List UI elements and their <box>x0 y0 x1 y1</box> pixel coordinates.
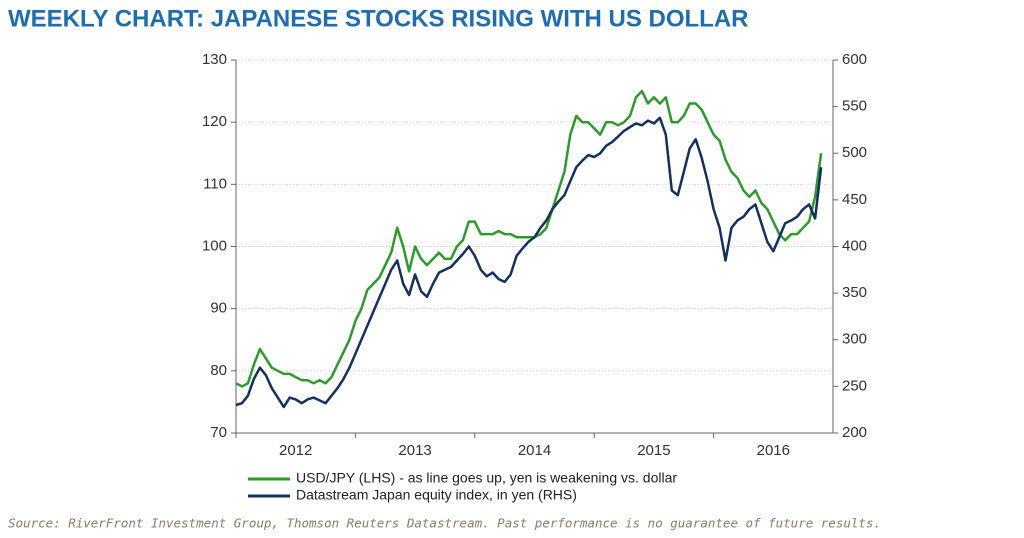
y-tick-label: 120 <box>202 113 227 130</box>
y2-tick-label: 500 <box>842 144 867 161</box>
y-tick-label: 70 <box>210 424 227 441</box>
x-tick-label: 2015 <box>637 442 670 459</box>
y-tick-label: 100 <box>202 237 227 254</box>
series-line <box>235 116 823 409</box>
x-tick-label: 2014 <box>518 442 551 459</box>
x-tick-label: 2013 <box>398 442 431 459</box>
legend-label: Datastream Japan equity index, in yen (R… <box>296 487 577 503</box>
y2-tick-label: 400 <box>842 237 867 254</box>
x-tick-label: 2012 <box>279 442 312 459</box>
series-line <box>235 89 823 388</box>
y2-tick-label: 300 <box>842 331 867 348</box>
y2-tick-label: 200 <box>842 424 867 441</box>
y-tick-label: 80 <box>210 362 227 379</box>
y-tick-label: 90 <box>210 300 227 317</box>
y2-tick-label: 250 <box>842 377 867 394</box>
x-tick-label: 2016 <box>757 442 790 459</box>
y2-tick-label: 600 <box>842 51 867 68</box>
legend-label: USD/JPY (LHS) - as line goes up, yen is … <box>296 470 677 486</box>
y2-tick-label: 450 <box>842 191 867 208</box>
chart-title: WEEKLY CHART: JAPANESE STOCKS RISING WIT… <box>8 5 749 32</box>
y2-tick-label: 550 <box>842 98 867 115</box>
source-note: Source: RiverFront Investment Group, Tho… <box>8 516 881 531</box>
y2-tick-label: 350 <box>842 284 867 301</box>
y-tick-label: 110 <box>203 175 227 192</box>
y-tick-label: 130 <box>202 51 227 68</box>
